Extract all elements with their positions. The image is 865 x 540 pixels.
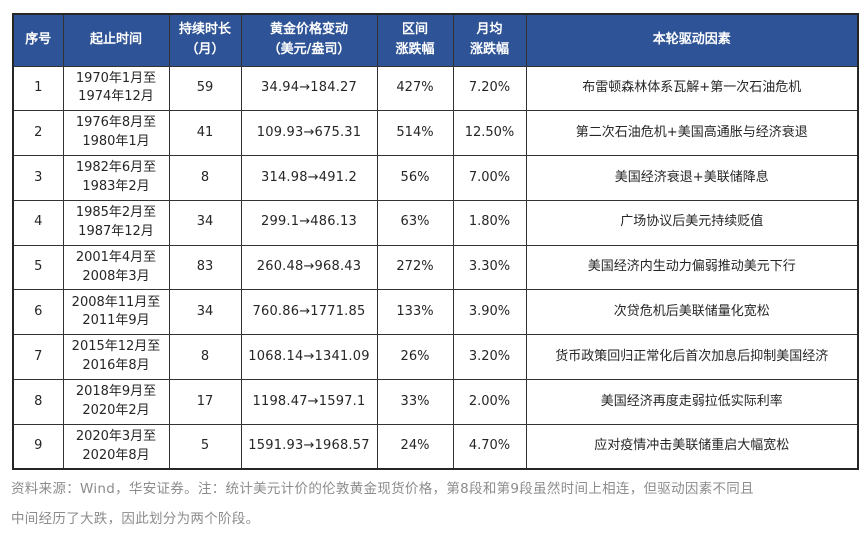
source-note-line2: 中间经历了大跌，因此划分为两个阶段。 [11,511,260,527]
cell-range-change: 133% [376,289,454,336]
table-row: 3 1982年6月至 1983年2月 8 314.98→491.2 56% 7.… [12,155,859,201]
cell-no: 5 [12,244,64,291]
col-header-range-change: 区间 涨跌幅 [376,13,454,67]
cell-monthly-change: 7.00% [452,155,527,201]
cell-duration: 41 [168,110,242,157]
cell-monthly-change: 4.70% [452,423,527,470]
cell-range-change: 272% [376,244,454,291]
cell-price-change: 109.93→675.31 [240,110,378,157]
cell-driver: 货币政策回归正常化后首次加息后抑制美国经济 [525,334,859,381]
col-header-period: 起止时间 [62,13,170,67]
cell-duration: 8 [168,155,242,201]
cell-no: 3 [12,155,64,201]
table-row: 4 1985年2月至 1987年12月 34 299.1→486.13 63% … [12,199,859,246]
cell-period: 2020年3月至 2020年8月 [62,423,170,470]
cell-price-change: 299.1→486.13 [240,199,378,246]
source-note: 资料来源：Wind，华安证券。注：统计美元计价的伦敦黄金现货价格，第8段和第9段… [11,474,856,534]
cell-no: 1 [12,65,64,112]
cell-range-change: 26% [376,334,454,381]
cell-monthly-change: 2.00% [452,379,527,425]
col-header-monthly-change: 月均 涨跌幅 [452,13,527,67]
table-row: 1 1970年1月至 1974年12月 59 34.94→184.27 427%… [12,65,859,112]
cell-monthly-change: 7.20% [452,65,527,112]
cell-driver: 美国经济衰退+美联储降息 [525,155,859,201]
cell-driver: 布雷顿森林体系瓦解+第一次石油危机 [525,65,859,112]
cell-period: 1970年1月至 1974年12月 [62,65,170,112]
cell-period: 2001年4月至 2008年3月 [62,244,170,291]
cell-duration: 83 [168,244,242,291]
source-note-line1: 资料来源：Wind，华安证券。注：统计美元计价的伦敦黄金现货价格，第8段和第9段… [11,481,754,497]
cell-driver: 应对疫情冲击美联储重启大幅宽松 [525,423,859,470]
cell-price-change: 314.98→491.2 [240,155,378,201]
cell-driver: 美国经济内生动力偏弱推动美元下行 [525,244,859,291]
cell-duration: 8 [168,334,242,381]
cell-price-change: 1198.47→1597.1 [240,379,378,425]
cell-no: 6 [12,289,64,336]
cell-range-change: 514% [376,110,454,157]
table-row: 7 2015年12月至 2016年8月 8 1068.14→1341.09 26… [12,334,859,381]
cell-monthly-change: 3.30% [452,244,527,291]
gold-bull-markets-table: 序号 起止时间 持续时长 （月） 黄金价格变动 （美元/盎司） 区间 涨跌幅 月… [12,13,859,471]
cell-monthly-change: 12.50% [452,110,527,157]
cell-no: 9 [12,423,64,470]
cell-no: 4 [12,199,64,246]
table-header-row: 序号 起止时间 持续时长 （月） 黄金价格变动 （美元/盎司） 区间 涨跌幅 月… [12,13,859,67]
cell-period: 1982年6月至 1983年2月 [62,155,170,201]
table-row: 6 2008年11月至 2011年9月 34 760.86→1771.85 13… [12,289,859,336]
cell-driver: 美国经济再度走弱拉低实际利率 [525,379,859,425]
cell-monthly-change: 3.90% [452,289,527,336]
col-header-price-change: 黄金价格变动 （美元/盎司） [240,13,378,67]
col-header-no: 序号 [12,13,64,67]
cell-period: 2015年12月至 2016年8月 [62,334,170,381]
cell-no: 8 [12,379,64,425]
cell-duration: 59 [168,65,242,112]
table-row: 8 2018年9月至 2020年2月 17 1198.47→1597.1 33%… [12,379,859,425]
table-row: 5 2001年4月至 2008年3月 83 260.48→968.43 272%… [12,244,859,291]
cell-monthly-change: 1.80% [452,199,527,246]
cell-period: 1976年8月至 1980年1月 [62,110,170,157]
cell-duration: 5 [168,423,242,470]
col-header-driver: 本轮驱动因素 [525,13,859,67]
table-row: 9 2020年3月至 2020年8月 5 1591.93→1968.57 24%… [12,423,859,470]
cell-monthly-change: 3.20% [452,334,527,381]
cell-duration: 34 [168,289,242,336]
cell-no: 7 [12,334,64,381]
cell-driver: 第二次石油危机+美国高通胀与经济衰退 [525,110,859,157]
cell-driver: 次贷危机后美联储量化宽松 [525,289,859,336]
cell-price-change: 760.86→1771.85 [240,289,378,336]
cell-period: 1985年2月至 1987年12月 [62,199,170,246]
cell-driver: 广场协议后美元持续贬值 [525,199,859,246]
table-row: 2 1976年8月至 1980年1月 41 109.93→675.31 514%… [12,110,859,157]
cell-duration: 34 [168,199,242,246]
cell-range-change: 63% [376,199,454,246]
cell-range-change: 33% [376,379,454,425]
cell-range-change: 24% [376,423,454,470]
cell-price-change: 34.94→184.27 [240,65,378,112]
cell-no: 2 [12,110,64,157]
cell-duration: 17 [168,379,242,425]
cell-price-change: 1068.14→1341.09 [240,334,378,381]
cell-range-change: 56% [376,155,454,201]
cell-range-change: 427% [376,65,454,112]
cell-period: 2008年11月至 2011年9月 [62,289,170,336]
col-header-duration: 持续时长 （月） [168,13,242,67]
cell-price-change: 1591.93→1968.57 [240,423,378,470]
cell-price-change: 260.48→968.43 [240,244,378,291]
cell-period: 2018年9月至 2020年2月 [62,379,170,425]
